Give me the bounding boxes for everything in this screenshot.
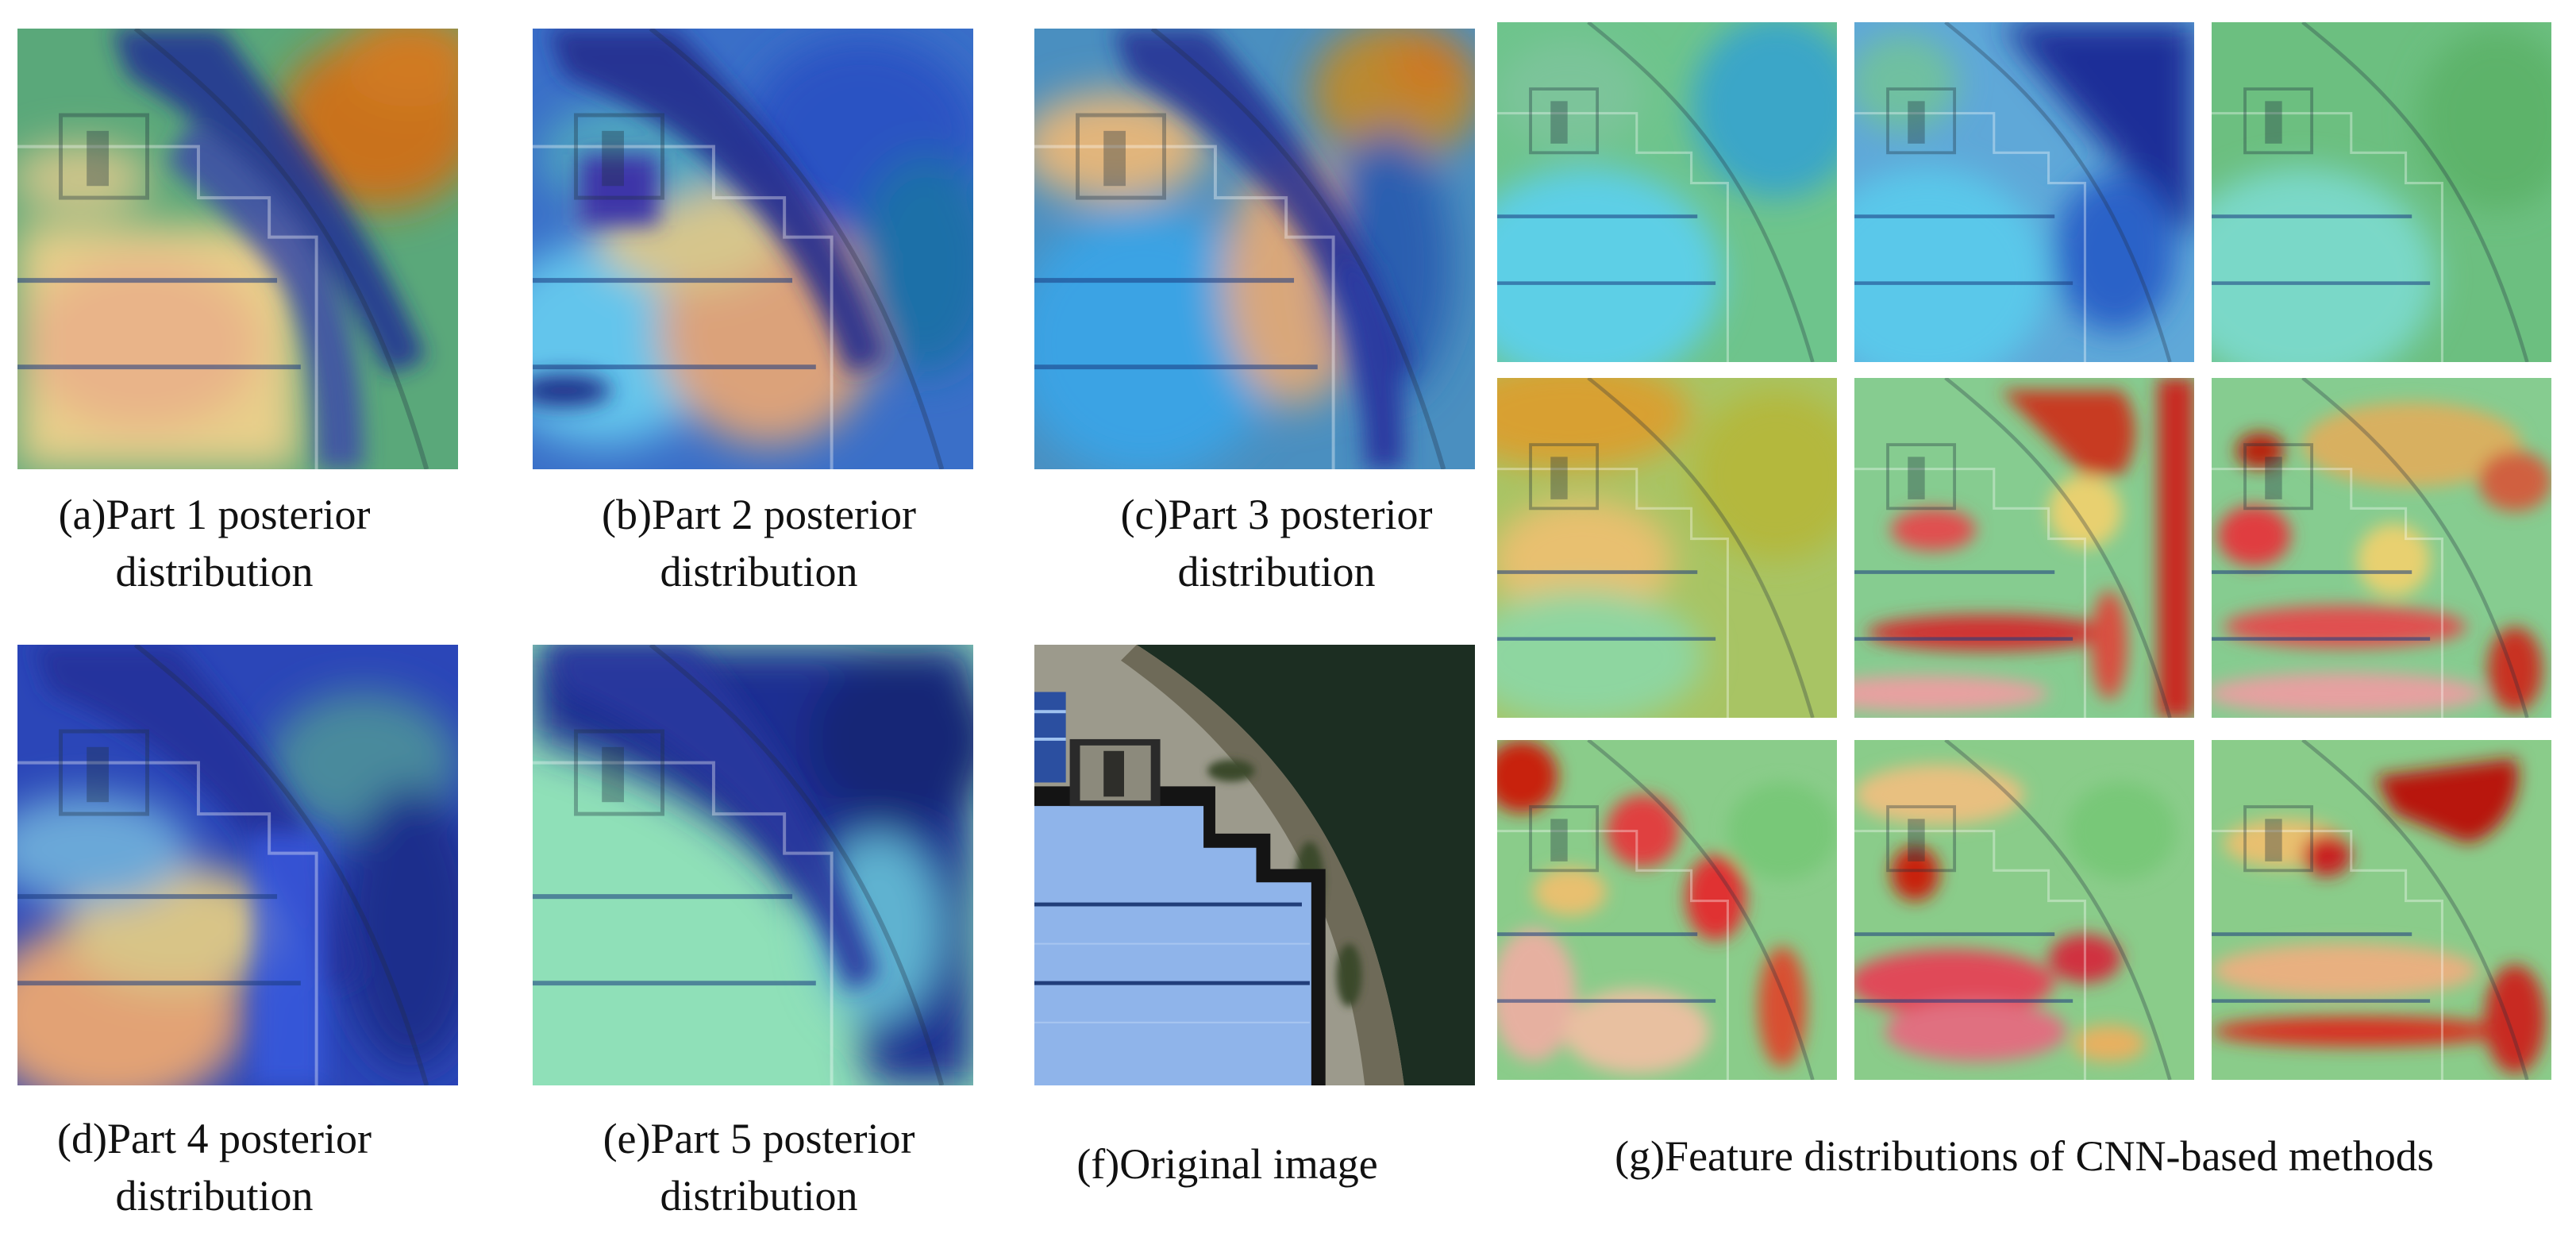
caption-f-line-1: (f)Original image: [1076, 1140, 1378, 1188]
caption-d: (d)Part 4 posterior distribution: [16, 1110, 413, 1224]
cnn-feature-map-8: [1854, 740, 2194, 1080]
caption-e-line-1: (e)Part 5 posterior: [603, 1115, 915, 1162]
original-aerial-image: [1034, 645, 1475, 1085]
cnn-feature-map-7: [1497, 740, 1837, 1080]
heatmap-part-3: [1034, 29, 1475, 469]
caption-f: (f)Original image: [1029, 1135, 1426, 1193]
caption-a-line-2: distribution: [115, 548, 314, 596]
caption-e-line-2: distribution: [660, 1172, 858, 1220]
heatmap-part-4: [17, 645, 458, 1085]
cnn-feature-map-1: [1497, 22, 1837, 362]
caption-b: (b)Part 2 posterior distribution: [560, 486, 957, 600]
cnn-feature-map-5: [1854, 378, 2194, 718]
cnn-feature-map-9: [2212, 740, 2551, 1080]
caption-d-line-1: (d)Part 4 posterior: [57, 1115, 372, 1162]
caption-c-line-1: (c)Part 3 posterior: [1120, 491, 1433, 538]
caption-a-line-1: (a)Part 1 posterior: [58, 491, 371, 538]
heatmap-part-5: [533, 645, 973, 1085]
caption-g: (g)Feature distributions of CNN-based me…: [1508, 1127, 2540, 1185]
caption-e: (e)Part 5 posterior distribution: [560, 1110, 957, 1224]
caption-c: (c)Part 3 posterior distribution: [1078, 486, 1475, 600]
heatmap-part-1: [17, 29, 458, 469]
caption-b-line-1: (b)Part 2 posterior: [602, 491, 916, 538]
cnn-feature-map-3: [2212, 22, 2551, 362]
cnn-feature-map-2: [1854, 22, 2194, 362]
cnn-feature-map-6: [2212, 378, 2551, 718]
caption-a: (a)Part 1 posterior distribution: [16, 486, 413, 600]
caption-d-line-2: distribution: [115, 1172, 314, 1220]
caption-g-line-1: (g)Feature distributions of CNN-based me…: [1615, 1132, 2434, 1180]
caption-c-line-2: distribution: [1177, 548, 1376, 596]
heatmap-part-2: [533, 29, 973, 469]
caption-b-line-2: distribution: [660, 548, 858, 596]
cnn-feature-map-4: [1497, 378, 1837, 718]
